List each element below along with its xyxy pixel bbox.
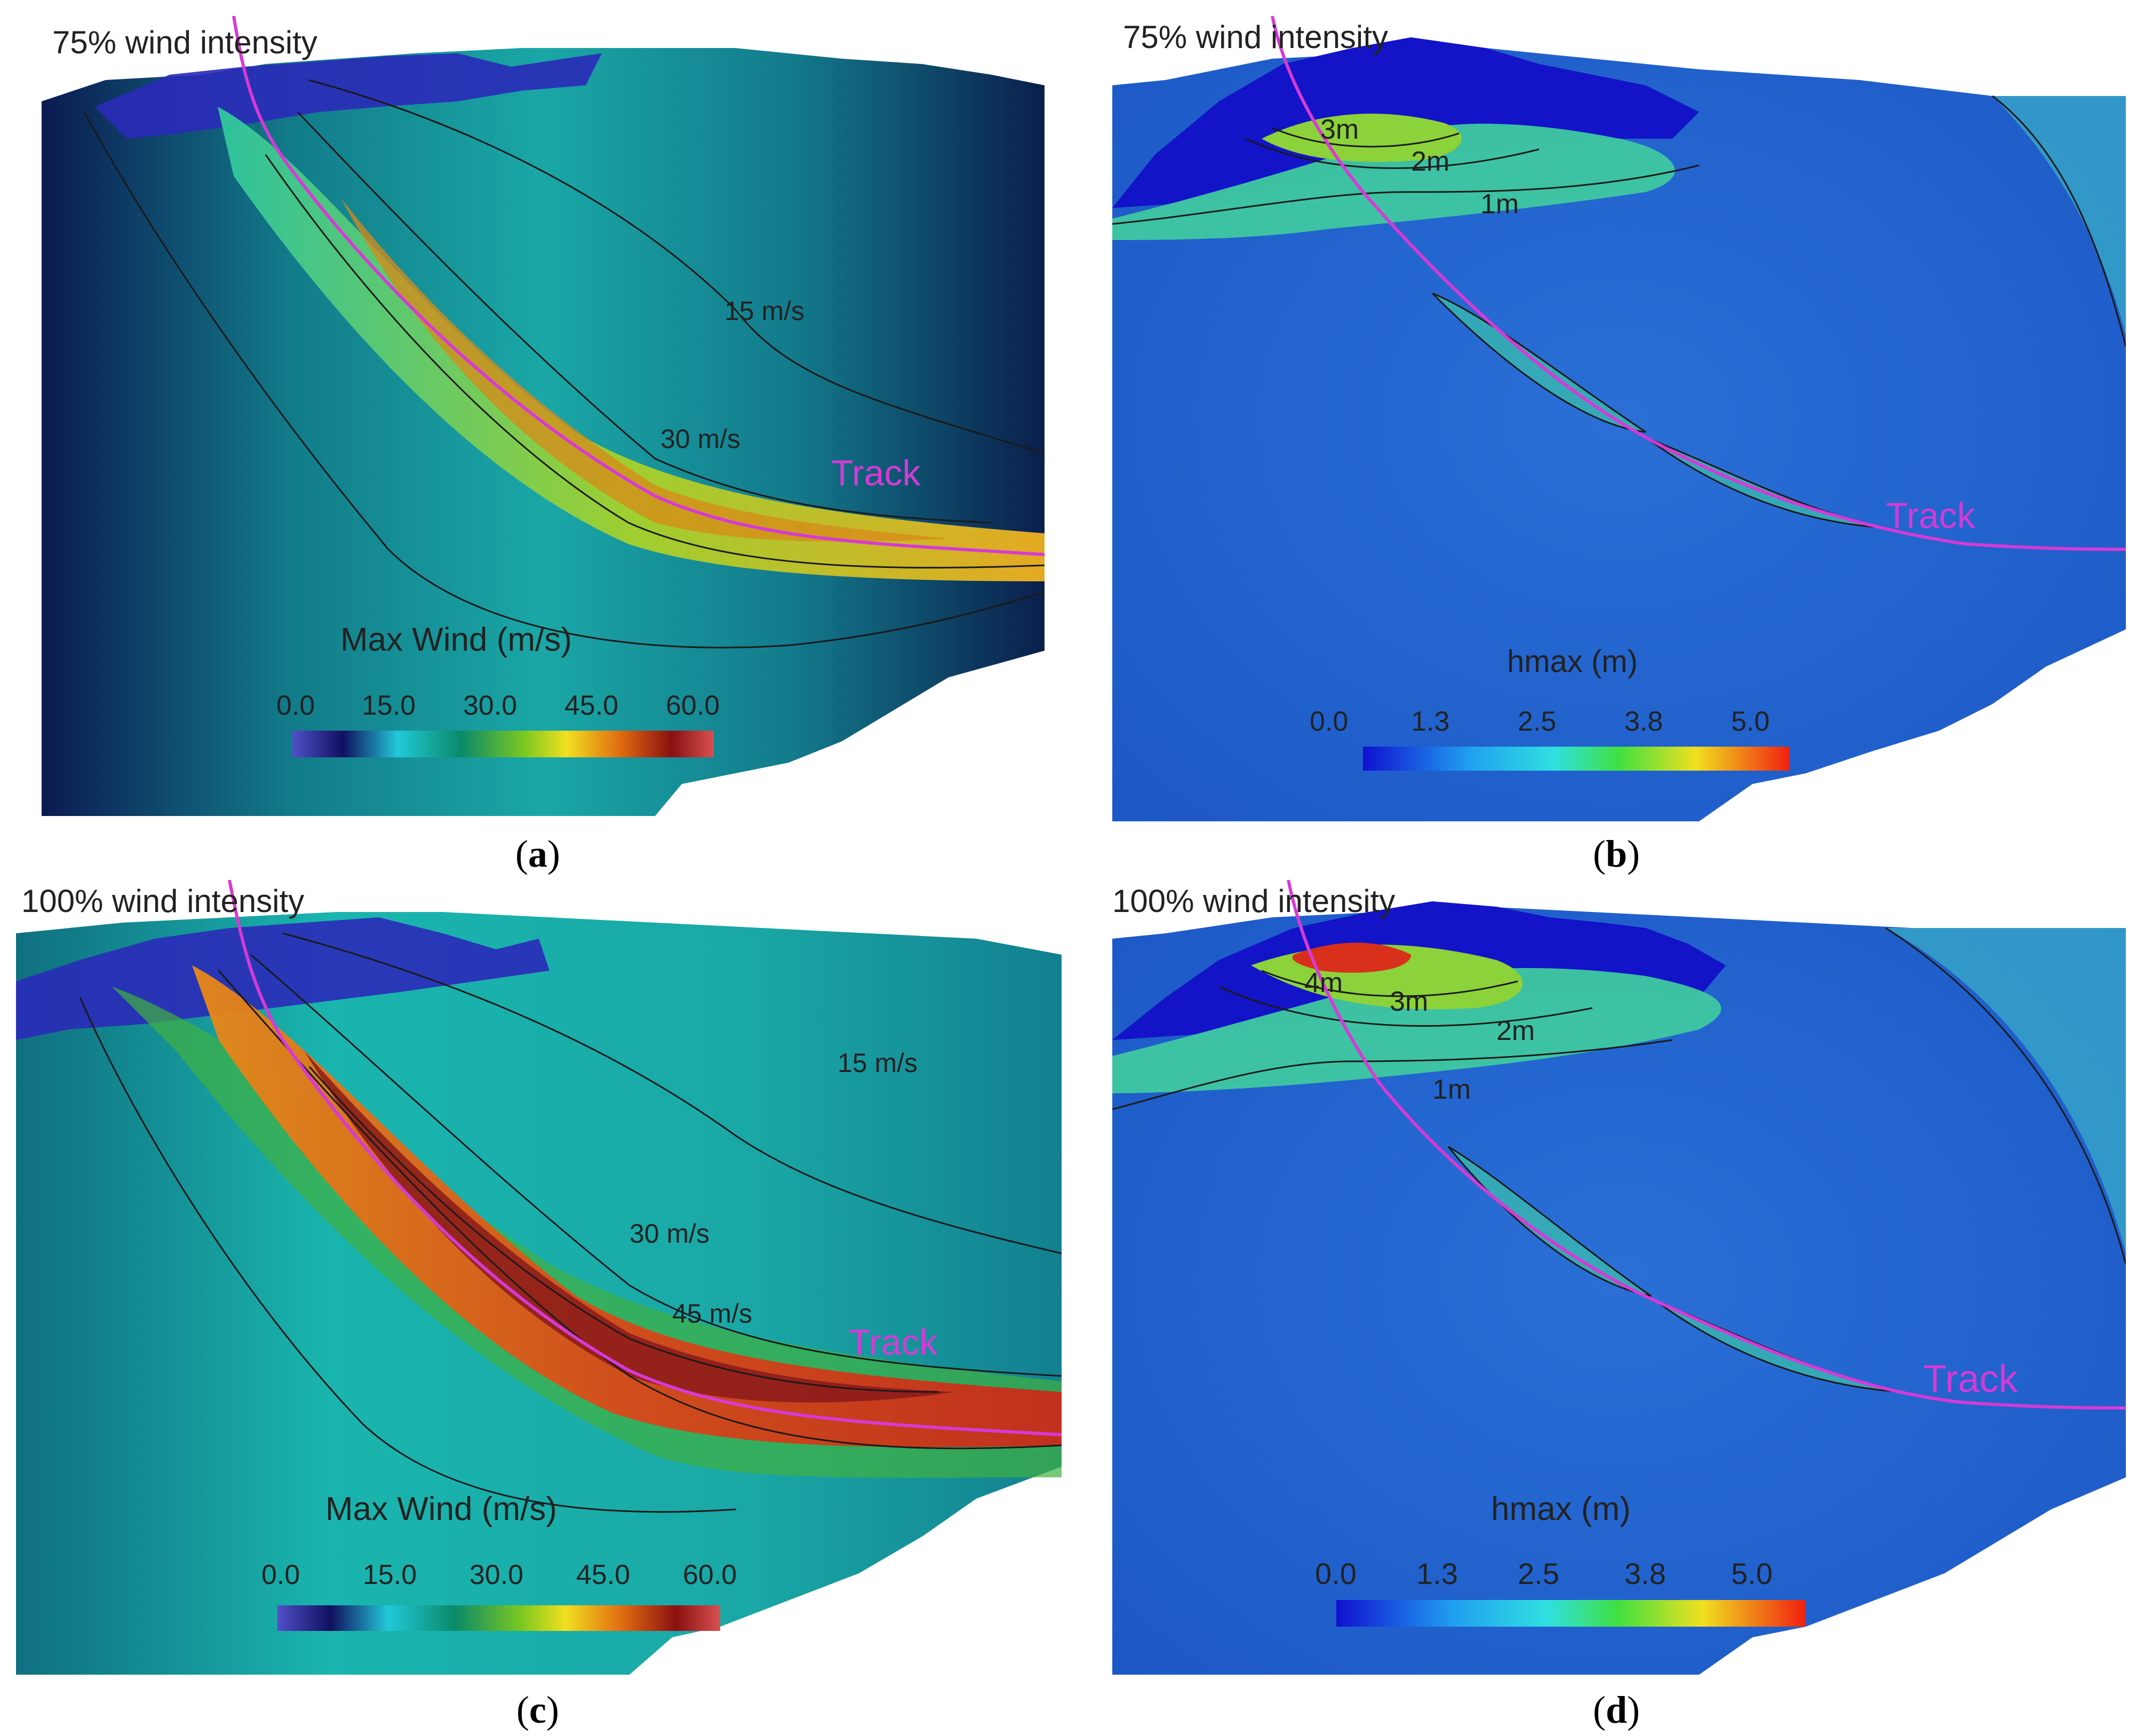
track-label: Track <box>848 1322 938 1363</box>
colorbar-tick: 1.3 <box>1416 1557 1458 1590</box>
colorbar-title: Max Wind (m/s) <box>340 621 572 658</box>
colorbar-tick: 60.0 <box>683 1559 737 1590</box>
colorbar-title: hmax (m) <box>1507 644 1638 679</box>
colorbar-tick: 3.8 <box>1624 706 1663 737</box>
sublabel-a: (a) <box>515 833 560 875</box>
sublabel-c: (c) <box>516 1689 559 1731</box>
colorbar-tick: 2.5 <box>1518 706 1556 737</box>
surge-map-d: 100% wind intensity 4m 3m 2m 1m Track hm… <box>1112 880 2126 1675</box>
colorbar-tick: 60.0 <box>666 690 720 721</box>
colorbar-tick: 15.0 <box>362 690 416 721</box>
track-label: Track <box>1923 1358 2018 1401</box>
surge-zone <box>1112 968 1721 1093</box>
contour-label: 2m <box>1411 146 1449 177</box>
colorbar-tick: 0.0 <box>1315 1557 1357 1590</box>
colorbar-tick: 45.0 <box>564 690 618 721</box>
surge-map-b: 75% wind intensity 3m 2m 1m Track hmax (… <box>1112 16 2126 821</box>
panel-d: 100% wind intensity 4m 3m 2m 1m Track hm… <box>1112 880 2126 1675</box>
surge-zone <box>1112 123 1675 240</box>
colorbar <box>277 1605 720 1631</box>
intensity-label: 100% wind intensity <box>1112 883 1395 919</box>
surge-peak <box>1292 942 1411 973</box>
contour-label: 4m <box>1304 967 1343 998</box>
contour-label: 15 m/s <box>838 1048 918 1078</box>
colorbar-tick: 0.0 <box>276 690 315 721</box>
colorbar-tick: 45.0 <box>576 1559 630 1590</box>
wind-map-c: 100% wind intensity 15 m/s 30 m/s 45 m/s… <box>16 880 1062 1675</box>
colorbar-tick: 30.0 <box>469 1559 523 1590</box>
colorbar <box>1363 747 1790 771</box>
storm-track <box>1271 16 2126 551</box>
colorbar-tick: 0.0 <box>261 1559 300 1590</box>
colorbar-title: Max Wind (m/s) <box>325 1491 557 1527</box>
colorbar-tick: 3.8 <box>1624 1557 1666 1590</box>
colorbar-tick: 5.0 <box>1731 1557 1773 1590</box>
panel-a: 75% wind intensity 15 m/s 30 m/s Track M… <box>42 16 1045 821</box>
colorbar-tick: 2.5 <box>1518 1557 1559 1590</box>
sublabel-d: (d) <box>1592 1689 1640 1731</box>
intensity-label: 100% wind intensity <box>21 883 304 919</box>
contour-label: 15 m/s <box>724 296 804 326</box>
sublabel-b: (b) <box>1592 833 1640 875</box>
colorbar-tick: 1.3 <box>1411 706 1449 737</box>
contour-label: 1m <box>1432 1074 1471 1105</box>
track-label: Track <box>831 453 921 493</box>
colorbar-tick: 5.0 <box>1731 706 1770 737</box>
colorbar <box>1336 1600 1806 1627</box>
colorbar-tick: 15.0 <box>363 1559 417 1590</box>
track-label: Track <box>1886 495 1975 536</box>
storm-track <box>228 880 1062 1436</box>
colorbar-tick: 30.0 <box>463 690 517 721</box>
contour-label: 1m <box>1480 189 1519 220</box>
colorbar-title: hmax (m) <box>1491 1491 1631 1527</box>
contour-label: 45 m/s <box>672 1299 752 1329</box>
contour-label: 30 m/s <box>660 424 740 454</box>
panel-c: 100% wind intensity 15 m/s 30 m/s 45 m/s… <box>16 880 1062 1675</box>
panel-b: 75% wind intensity 3m 2m 1m Track hmax (… <box>1112 16 2126 821</box>
wind-map-a: 75% wind intensity 15 m/s 30 m/s Track M… <box>42 16 1045 816</box>
colorbar-tick: 0.0 <box>1310 706 1348 737</box>
contour-label: 2m <box>1496 1015 1535 1046</box>
storm-track <box>1287 880 2126 1410</box>
storm-track <box>232 16 1045 556</box>
intensity-label: 75% wind intensity <box>52 25 317 60</box>
contour-label: 3m <box>1320 114 1359 145</box>
contour-label: 30 m/s <box>629 1219 710 1249</box>
contour-label: 3m <box>1390 986 1428 1017</box>
intensity-label: 75% wind intensity <box>1123 19 1388 55</box>
colorbar <box>292 731 714 757</box>
